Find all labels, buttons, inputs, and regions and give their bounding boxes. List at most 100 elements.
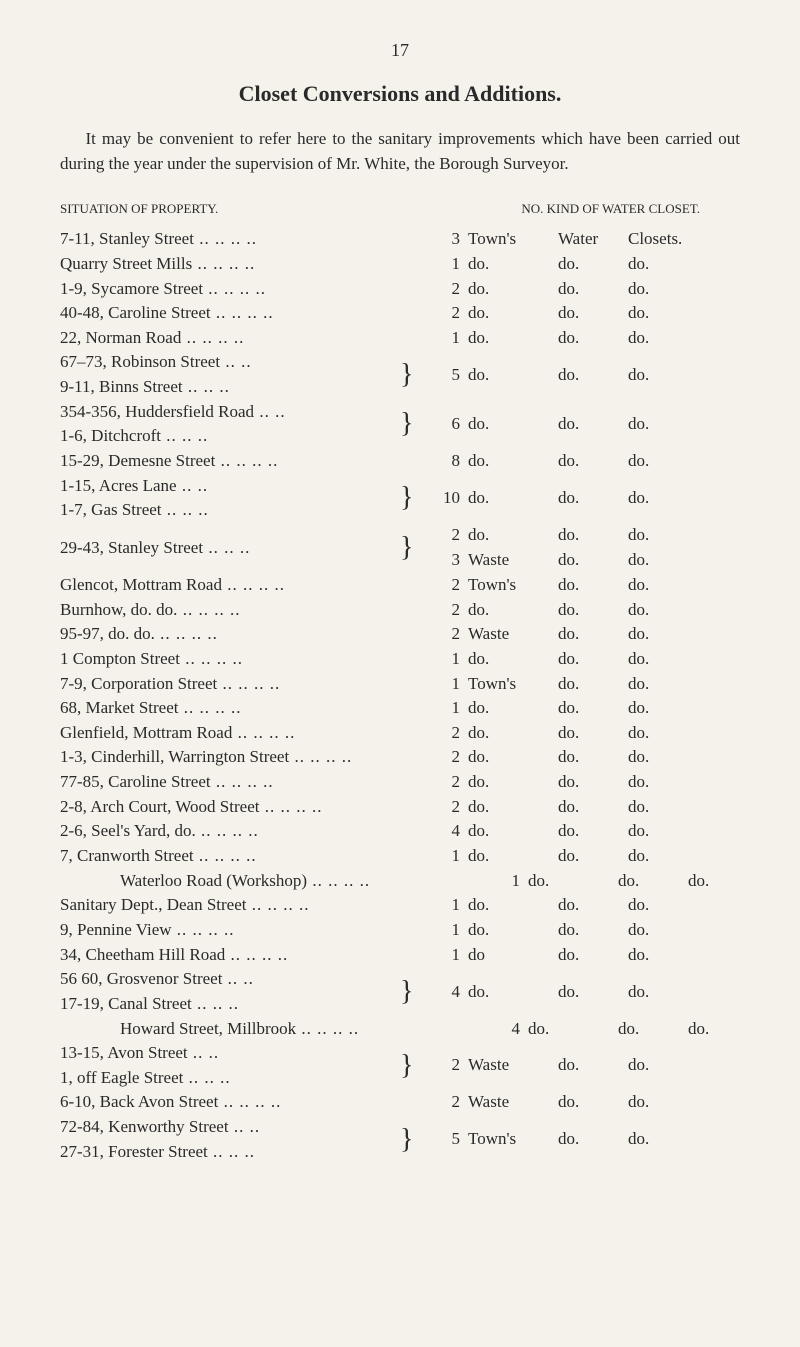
kind-cell: do. [628,412,698,437]
table-row-braced: 13-15, Avon Street1, off Eagle Street}2W… [60,1041,740,1090]
number-cell: 2 [420,301,468,326]
brace-icon: } [400,484,420,512]
kind-cell: do. [558,795,628,820]
kind-cell: do. [628,573,698,598]
table-row-braced: 67–73, Robinson Street9-11, Binns Street… [60,350,740,399]
kind-cell: do. [528,1017,618,1042]
number-cell: 2 [420,277,468,302]
kind-cell: do. [558,745,628,770]
table-row: Howard Street, Millbrook4do.do.do. [60,1017,740,1042]
kind-cell: do. [558,844,628,869]
number-cell: 1 [420,696,468,721]
table-row-braced: 72-84, Kenworthy Street27-31, Forester S… [60,1115,740,1164]
property-cell: Burnhow, do. do. [60,598,420,623]
table-row: Burnhow, do. do.2do.do.do. [60,598,740,623]
kind-cell: do. [558,412,628,437]
table-row: 6-10, Back Avon Street2Wastedo.do. [60,1090,740,1115]
property-cell: Quarry Street Mills [60,252,420,277]
kind-cell: do. [468,326,558,351]
number-cell: 8 [420,449,468,474]
kind-cell: do. [558,980,628,1005]
number-cell: 1 [420,326,468,351]
table-row: 95-97, do. do.2Wastedo.do. [60,622,740,647]
kind-cell: do. [628,795,698,820]
kind-cell: do. [468,844,558,869]
property-cell: 17-19, Canal Street [60,992,400,1017]
header-left: SITUATION OF PROPERTY. [60,201,380,217]
property-cell: 56 60, Grosvenor Street [60,967,400,992]
number-cell: 1 [420,943,468,968]
number-cell: 1 [480,869,528,894]
kind-cell: do. [628,647,698,672]
kind-cell: do. [468,449,558,474]
number-cell: 1 [420,918,468,943]
property-cell: 13-15, Avon Street [60,1041,400,1066]
property-cell: 95-97, do. do. [60,622,420,647]
kind-cell: do. [468,721,558,746]
table-body: 7-11, Stanley Street3Town'sWaterClosets.… [60,227,740,1164]
kind-cell: do. [628,844,698,869]
property-cell: 22, Norman Road [60,326,420,351]
kind-cell: do. [468,980,558,1005]
kind-cell: do. [468,819,558,844]
kind-cell: do. [558,770,628,795]
kind-cell: do. [558,598,628,623]
kind-cell: do. [468,696,558,721]
number-cell: 4 [420,819,468,844]
number-cell: 5 [420,1127,468,1152]
kind-cell: do. [468,598,558,623]
property-cell: 354-356, Huddersfield Road [60,400,400,425]
brace-icon: } [400,1052,420,1080]
page-title: Closet Conversions and Additions. [60,81,740,107]
kind-cell: do. [558,252,628,277]
property-cell: 67–73, Robinson Street [60,350,400,375]
kind-cell: do. [468,252,558,277]
property-cell: 2-6, Seel's Yard, do. [60,819,420,844]
kind-cell: do. [558,486,628,511]
kind-cell: do. [628,277,698,302]
property-cell: 7, Cranworth Street [60,844,420,869]
property-cell: 2-8, Arch Court, Wood Street [60,795,420,820]
number-cell: 4 [480,1017,528,1042]
kind-cell: do. [468,486,558,511]
kind-cell: do. [558,696,628,721]
number-cell: 3 [420,548,468,573]
kind-cell: do. [628,980,698,1005]
property-cell: 15-29, Demesne Street [60,449,420,474]
table-row: 22, Norman Road1do.do.do. [60,326,740,351]
kind-cell: do. [468,795,558,820]
property-cell: 7-9, Corporation Street [60,672,420,697]
property-cell: 72-84, Kenworthy Street [60,1115,400,1140]
kind-cell: do. [628,363,698,388]
kind-cell: do. [558,943,628,968]
property-cell: Glencot, Mottram Road [60,573,420,598]
property-cell: 29-43, Stanley Street [60,536,400,561]
kind-cell: do. [558,326,628,351]
kind-cell: do. [628,918,698,943]
kind-cell: do. [558,721,628,746]
kind-cell: do. [558,622,628,647]
kind-cell: do. [558,1053,628,1078]
number-cell: 4 [420,980,468,1005]
braced-properties: 1-15, Acres Lane1-7, Gas Street [60,474,400,523]
kind-cell: Waste [468,548,558,573]
kind-cell: do. [628,672,698,697]
intro-paragraph: It may be convenient to refer here to th… [60,127,740,176]
property-cell: Howard Street, Millbrook [60,1017,480,1042]
table-row: 2-8, Arch Court, Wood Street2do.do.do. [60,795,740,820]
property-cell: 9-11, Binns Street [60,375,400,400]
property-cell: 1-3, Cinderhill, Warrington Street [60,745,420,770]
kind-cell: do. [468,647,558,672]
kind-cell: do. [628,696,698,721]
table-row-braced: 1-15, Acres Lane1-7, Gas Street}10do.do.… [60,474,740,523]
table-row-braced: 56 60, Grosvenor Street17-19, Canal Stre… [60,967,740,1016]
braced-properties: 29-43, Stanley Street [60,523,400,573]
table-row: Glencot, Mottram Road2Town'sdo.do. [60,573,740,598]
number-cell: 1 [420,647,468,672]
table-row: 77-85, Caroline Street2do.do.do. [60,770,740,795]
number-cell: 2 [420,721,468,746]
kind-cell: do [468,943,558,968]
kind-cell: do. [618,1017,688,1042]
kind-cell: do. [628,598,698,623]
number-cell: 2 [420,795,468,820]
